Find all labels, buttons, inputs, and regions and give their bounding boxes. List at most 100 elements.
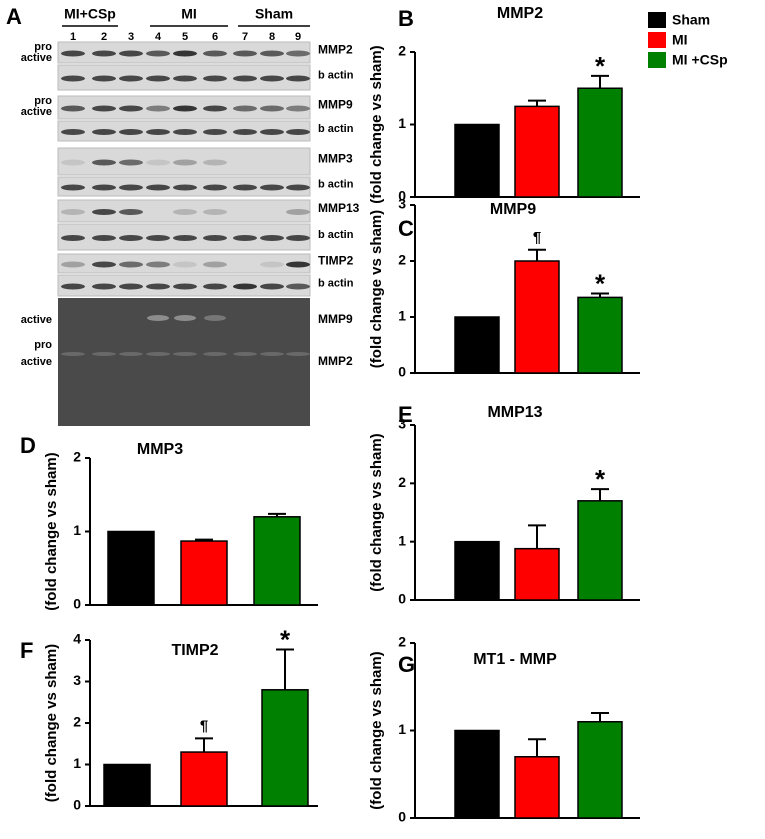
bar: [514, 756, 560, 819]
blot-label: b actin: [318, 229, 354, 241]
blot-band: [233, 105, 257, 112]
blot-band: [173, 105, 197, 112]
blot-band: [260, 261, 284, 268]
blot-band: [119, 159, 143, 166]
bar: [577, 296, 623, 374]
blot-band: [286, 50, 310, 57]
legend-label: MI: [672, 32, 688, 48]
blot-band: [119, 75, 143, 82]
blot-label: b actin: [318, 69, 354, 81]
blot-band: [119, 105, 143, 112]
zymo-band: [147, 315, 169, 321]
zymo-band: [61, 352, 85, 356]
bar: [454, 729, 500, 819]
blot-band: [61, 261, 85, 268]
lane-number: 4: [155, 31, 162, 43]
error-bar: [528, 738, 546, 757]
blot-band: [92, 283, 116, 290]
blot-band: [260, 283, 284, 290]
blot-band: [203, 283, 227, 290]
lane-number: 5: [182, 31, 188, 43]
bar: [454, 123, 500, 198]
zymo-band: [146, 352, 170, 356]
panel-letter: E: [398, 402, 413, 427]
group-label: Sham: [255, 6, 293, 22]
blot-band: [146, 129, 170, 135]
blot-band: [119, 50, 143, 57]
blot-band: [92, 50, 116, 57]
blot-band: [203, 184, 227, 191]
blot-band: [173, 159, 197, 166]
zymo-label: MMP2: [318, 354, 353, 368]
blot-band: [233, 129, 257, 135]
y-tick-label: 1: [398, 721, 406, 737]
y-tick-label: 0: [398, 809, 406, 825]
legend-swatch: [648, 12, 666, 28]
blot-left-label: active: [21, 106, 52, 118]
y-tick-label: 1: [73, 522, 81, 538]
blot-band: [203, 50, 227, 57]
legend-swatch: [648, 52, 666, 68]
blot-band: [286, 75, 310, 82]
annotation: *: [595, 268, 606, 298]
blot-band: [61, 50, 85, 57]
panel-letter: A: [6, 4, 22, 29]
blot-band: [61, 235, 85, 241]
y-tick-label: 2: [398, 43, 406, 59]
blot-label: TIMP2: [318, 254, 354, 268]
blot-band: [146, 105, 170, 112]
blot-band: [61, 75, 85, 82]
blot-band: [260, 235, 284, 241]
blot-strip: [57, 253, 311, 274]
panel-letter: D: [20, 433, 36, 458]
blot-band: [173, 261, 197, 268]
bar: [253, 516, 301, 606]
blot-band: [233, 283, 257, 290]
y-tick-label: 1: [73, 755, 81, 771]
y-tick-label: 0: [73, 596, 81, 612]
zymo-band: [286, 352, 310, 356]
blot-band: [286, 261, 310, 268]
y-tick-label: 2: [73, 714, 81, 730]
y-tick-label: 0: [73, 797, 81, 813]
blot-band: [286, 184, 310, 191]
y-axis-label: (fold change vs sham): [43, 644, 60, 802]
panel-letter: F: [20, 638, 33, 663]
blot-band: [203, 209, 227, 215]
chart-title: TIMP2: [171, 642, 218, 659]
blot-band: [146, 50, 170, 57]
blot-band: [92, 159, 116, 166]
lane-number: 3: [128, 31, 134, 43]
bar: [577, 87, 623, 198]
blot-band: [146, 235, 170, 241]
error-bar: [591, 488, 609, 501]
error-bar: [528, 248, 546, 261]
chart-title: MMP9: [490, 201, 536, 218]
blot-band: [92, 184, 116, 191]
y-tick-label: 4: [73, 631, 81, 647]
error-bar: [195, 737, 213, 753]
blot-band: [203, 105, 227, 112]
lane-number: 7: [242, 31, 248, 43]
blot-band: [286, 283, 310, 290]
zymo-band: [92, 352, 116, 356]
blot-band: [203, 261, 227, 268]
zymo-band: [204, 315, 226, 321]
blot-band: [173, 283, 197, 290]
bar: [577, 500, 623, 601]
panel-letter: C: [398, 216, 414, 241]
zymo-label: MMP9: [318, 312, 353, 326]
zymo-band: [260, 352, 284, 356]
y-tick-label: 0: [398, 188, 406, 204]
group-label: MI+CSp: [64, 6, 116, 22]
chart-title: MMP13: [487, 404, 542, 421]
blot-label: b actin: [318, 123, 354, 135]
error-bar: [268, 512, 286, 517]
blot-left-label: pro: [34, 41, 52, 53]
y-tick-label: 3: [398, 416, 406, 432]
bar: [514, 260, 560, 374]
blot-label: MMP13: [318, 201, 360, 215]
y-tick-label: 2: [73, 449, 81, 465]
lane-number: 2: [101, 31, 107, 43]
